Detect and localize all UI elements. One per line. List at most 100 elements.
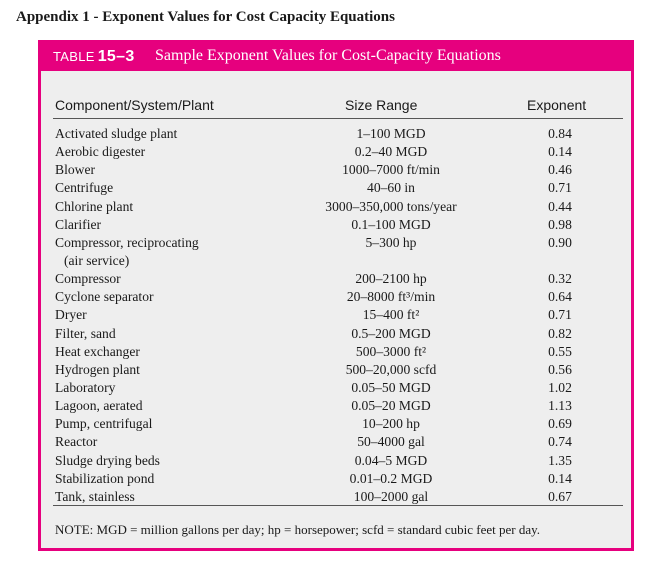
table-row: Filter, sand 0.5–200 MGD 0.82 xyxy=(41,325,631,343)
table-row: Activated sludge plant 1–100 MGD 0.84 xyxy=(41,125,631,143)
cell-component: Tank, stainless xyxy=(55,488,135,506)
table-row: Cyclone separator 20–8000 ft³/min 0.64 xyxy=(41,288,631,306)
cell-component: Hydrogen plant xyxy=(55,361,140,379)
cell-component: Pump, centrifugal xyxy=(55,415,152,433)
cell-exponent: 0.56 xyxy=(548,361,572,377)
cell-component-text: Dryer xyxy=(55,307,87,323)
cell-component: Activated sludge plant xyxy=(55,125,177,143)
cell-component-text: Sludge drying beds xyxy=(55,452,160,468)
cell-exponent: 0.14 xyxy=(548,144,572,160)
cell-component-text: Activated sludge plant xyxy=(55,126,178,141)
cell-component: Cyclone separator xyxy=(55,288,154,306)
cell-component-text: Hydrogen plant xyxy=(55,361,140,377)
table-row: Blower 1000–7000 ft/min 0.46 xyxy=(41,161,631,179)
table-row: Hydrogen plant 500–20,000 scfd 0.56 xyxy=(41,361,631,379)
cell-exponent: 0.14 xyxy=(548,470,572,486)
cell-component: Aerobic digester xyxy=(55,143,145,161)
cell-exponent: 1.35 xyxy=(548,452,572,468)
cell-size-range: 500–20,000 scfd xyxy=(345,361,437,377)
cell-component: Compressor xyxy=(55,270,121,288)
cell-exponent: 0.46 xyxy=(548,162,572,178)
cell-size-range: 200–2100 hp xyxy=(355,271,427,287)
cell-component: Dryer xyxy=(55,306,87,324)
cell-exponent: 0.44 xyxy=(548,198,572,214)
table-row: Pump, centrifugal 10–200 hp 0.69 xyxy=(41,415,631,433)
cell-exponent: 0.98 xyxy=(548,216,572,232)
cell-component-text: Heat exchanger xyxy=(55,343,140,359)
cell-component: Clarifier xyxy=(55,216,101,234)
appendix-heading: Appendix 1 - Exponent Values for Cost Ca… xyxy=(16,9,395,25)
cell-exponent: 0.71 xyxy=(548,307,572,323)
cell-size-range: 0.2–40 MGD xyxy=(354,144,428,160)
header-divider xyxy=(53,118,623,119)
cell-exponent: 0.90 xyxy=(548,234,572,250)
cell-component: Reactor xyxy=(55,433,97,451)
table-row: Compressor, reciprocating (air service) 5–… xyxy=(41,234,631,270)
cell-component-text: Blower xyxy=(55,162,96,178)
cell-size-range: 0.5–200 MGD xyxy=(351,325,431,341)
cell-size-range: 15–400 ft² xyxy=(362,307,420,323)
cell-exponent: 0.55 xyxy=(548,343,572,359)
cell-component-text: Chlorine plant xyxy=(55,198,134,214)
table-row: Centrifuge 40–60 in 0.71 xyxy=(41,179,631,197)
table-row: Sludge drying beds 0.04–5 MGD 1.35 xyxy=(41,452,631,470)
cell-exponent: 0.71 xyxy=(548,180,572,196)
table-title-bar: TABLE 15–3 Sample Exponent Values for Cos… xyxy=(41,43,631,71)
cell-exponent: 0.67 xyxy=(548,488,572,504)
cell-size-range: 50–4000 gal xyxy=(357,434,425,450)
cell-size-range: 100–2000 gal xyxy=(353,488,429,504)
cell-exponent: 0.84 xyxy=(548,126,572,141)
cell-component-continuation: (air service) xyxy=(64,253,130,268)
cell-size-range: 0.04–5 MGD xyxy=(354,452,428,468)
table-title: Sample Exponent Values for Cost-Capacity… xyxy=(155,47,501,64)
cell-component-text: Compressor, reciprocating xyxy=(55,234,199,250)
column-header-size-range: Size Range xyxy=(345,97,418,113)
cell-size-range: 1–100 MGD xyxy=(356,126,426,141)
table-row: Tank, stainless 100–2000 gal 0.67 xyxy=(41,488,631,506)
table-label: TABLE 15–3 xyxy=(53,48,135,65)
cell-component: Compressor, reciprocating (air service) xyxy=(55,234,199,270)
table-row: Reactor 50–4000 gal 0.74 xyxy=(41,433,631,451)
cell-size-range: 20–8000 ft³/min xyxy=(346,289,436,305)
column-header-exponent: Exponent xyxy=(527,97,587,113)
cell-exponent: 0.74 xyxy=(548,434,572,450)
cell-component-text: Compressor xyxy=(55,271,121,287)
cell-component-text: Centrifuge xyxy=(55,180,114,196)
cell-component-text: Filter, sand xyxy=(55,325,116,341)
cell-size-range: 0.01–0.2 MGD xyxy=(349,470,433,486)
cell-size-range: 500–3000 ft² xyxy=(355,343,427,359)
cell-component-text: Pump, centrifugal xyxy=(55,416,153,432)
cell-component-text: Lagoon, aerated xyxy=(55,398,143,414)
cell-component-text: Reactor xyxy=(55,434,98,450)
cell-component-text: Cyclone separator xyxy=(55,289,154,305)
cell-component: Laboratory xyxy=(55,379,115,397)
cell-component: Stabilization pond xyxy=(55,470,154,488)
cell-component: Sludge drying beds xyxy=(55,452,160,470)
cell-component: Centrifuge xyxy=(55,179,113,197)
cell-exponent: 1.13 xyxy=(548,398,572,414)
cell-component: Filter, sand xyxy=(55,325,116,343)
cell-size-range: 0.05–50 MGD xyxy=(351,379,431,395)
cell-size-range: 1000–7000 ft/min xyxy=(342,162,440,178)
cell-exponent: 0.69 xyxy=(548,416,572,432)
column-header-component: Component/System/Plant xyxy=(55,97,214,113)
table-note: NOTE: MGD = million gallons per day; hp … xyxy=(55,522,541,537)
cell-component: Lagoon, aerated xyxy=(55,397,143,415)
table-row: Lagoon, aerated 0.05–20 MGD 1.13 xyxy=(41,397,631,415)
footer-divider xyxy=(53,505,623,506)
cell-component: Heat exchanger xyxy=(55,343,140,361)
table-row: Stabilization pond 0.01–0.2 MGD 0.14 xyxy=(41,470,631,488)
cell-component-text: Clarifier xyxy=(55,216,102,232)
cell-component-text: Stabilization pond xyxy=(55,470,155,486)
table-number: 15–3 xyxy=(97,48,135,65)
cell-component-text: Laboratory xyxy=(55,379,116,395)
table-row: Laboratory 0.05–50 MGD 1.02 xyxy=(41,379,631,397)
cell-exponent: 1.02 xyxy=(548,379,572,395)
table-body: Activated sludge plant 1–100 MGD 0.84 Aerob… xyxy=(41,125,631,506)
cell-exponent: 0.64 xyxy=(548,289,572,305)
cell-size-range: 3000–350,000 tons/year xyxy=(325,198,457,214)
table-row: Compressor 200–2100 hp 0.32 xyxy=(41,270,631,288)
cell-size-range: 10–200 hp xyxy=(362,416,420,432)
table-row: Dryer 15–400 ft² 0.71 xyxy=(41,306,631,324)
cell-size-range: 0.05–20 MGD xyxy=(351,398,431,414)
